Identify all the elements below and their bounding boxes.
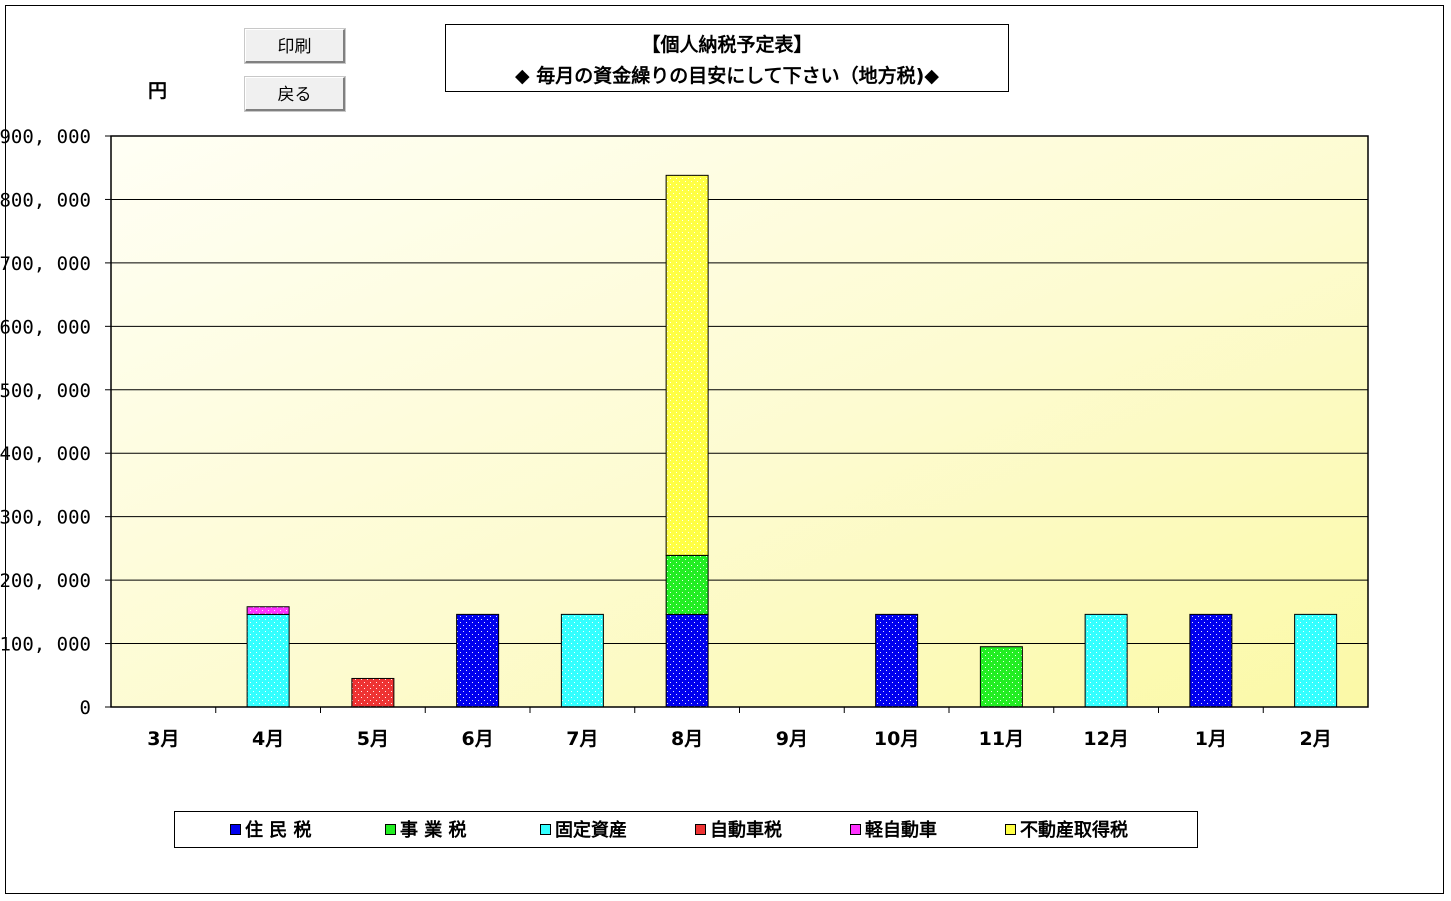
- print-button[interactable]: 印刷: [245, 29, 345, 63]
- legend-label: 住 民 税: [245, 820, 312, 841]
- bar-kei: [246, 606, 290, 615]
- bar-fudosan: [665, 174, 709, 556]
- x-tick-label: 11月: [979, 728, 1024, 750]
- chart-frame: [5, 5, 1444, 894]
- x-tick-label: 6月: [462, 728, 494, 750]
- legend-swatch: [540, 823, 551, 835]
- x-tick-label: 8月: [671, 728, 703, 750]
- x-tick-label: 4月: [252, 728, 284, 750]
- x-tick-label: 10月: [874, 728, 919, 750]
- legend-swatch: [850, 823, 861, 835]
- chart-legend: 住 民 税 事 業 税 固定資産 自動車税 軽自動車 不動産取得税: [174, 811, 1198, 848]
- legend-swatch: [230, 823, 241, 835]
- y-tick-label: 700, 000: [0, 253, 91, 275]
- x-tick-label: 1月: [1195, 728, 1227, 750]
- bar-jidosha: [351, 677, 395, 708]
- legend-swatch: [695, 823, 706, 835]
- bar-jumin: [1189, 613, 1233, 708]
- chart-subtitle: ◆ 毎月の資金繰りの目安にして下さい（地方税)◆: [515, 65, 939, 87]
- legend-swatch: [1005, 823, 1016, 835]
- unit-label: 円: [148, 80, 168, 102]
- y-tick-label: 0: [80, 697, 91, 719]
- plot-border: [110, 135, 1369, 708]
- bar-jumin: [456, 613, 500, 708]
- legend-item-fudosan: 不動産取得税: [1005, 812, 1128, 849]
- x-tick-label: 2月: [1300, 728, 1332, 750]
- legend-label: 事 業 税: [400, 820, 467, 841]
- legend-item-kei: 軽自動車: [850, 812, 937, 849]
- legend-item-jidosha: 自動車税: [695, 812, 782, 849]
- y-tick-label: 300, 000: [0, 507, 91, 529]
- y-tick-label: 100, 000: [0, 634, 91, 656]
- legend-label: 軽自動車: [865, 820, 937, 841]
- x-tick-label: 12月: [1083, 728, 1128, 750]
- bar-jigyo: [665, 554, 709, 615]
- y-tick-label: 500, 000: [0, 380, 91, 402]
- bar-jigyo: [979, 646, 1023, 708]
- bar-jumin: [875, 613, 919, 708]
- bar-jumin: [665, 613, 709, 708]
- x-tick-label: 7月: [566, 728, 598, 750]
- legend-label: 不動産取得税: [1020, 820, 1128, 841]
- bar-kotei: [1294, 613, 1338, 708]
- x-tick-label: 3月: [147, 728, 179, 750]
- legend-item-jigyo: 事 業 税: [385, 812, 467, 849]
- bar-kotei: [246, 613, 290, 708]
- chart-title-box: 【個人納税予定表】 ◆ 毎月の資金繰りの目安にして下さい（地方税)◆: [445, 24, 1009, 92]
- legend-swatch: [385, 823, 396, 835]
- legend-label: 固定資産: [555, 820, 627, 841]
- y-tick-label: 200, 000: [0, 570, 91, 592]
- y-tick-label: 600, 000: [0, 316, 91, 338]
- y-tick-label: 800, 000: [0, 189, 91, 211]
- legend-item-jumin: 住 民 税: [230, 812, 312, 849]
- chart-title: 【個人納税予定表】: [641, 34, 813, 56]
- y-tick-label: 400, 000: [0, 443, 91, 465]
- legend-item-kotei: 固定資産: [540, 812, 627, 849]
- bar-kotei: [1084, 613, 1128, 708]
- x-tick-label: 9月: [776, 728, 808, 750]
- back-button[interactable]: 戻る: [245, 77, 345, 111]
- bar-kotei: [560, 613, 604, 708]
- y-tick-label: 900, 000: [0, 126, 91, 148]
- plot-area: [111, 136, 1368, 707]
- x-tick-label: 5月: [357, 728, 389, 750]
- legend-label: 自動車税: [710, 820, 782, 841]
